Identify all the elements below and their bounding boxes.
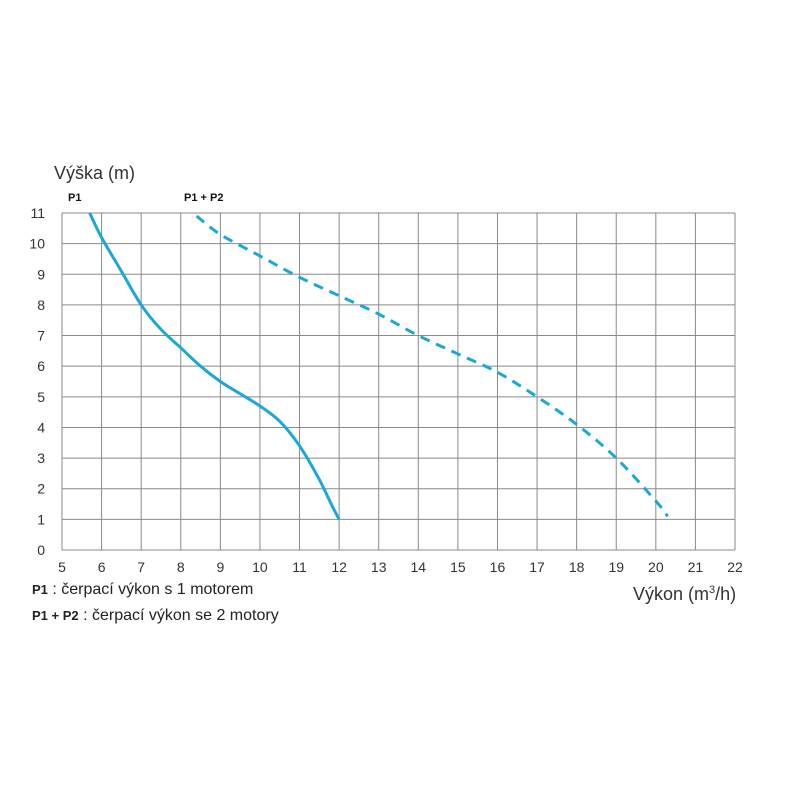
x-tick-label: 12 xyxy=(331,559,347,575)
x-tick-label: 13 xyxy=(371,559,387,575)
y-tick-label: 5 xyxy=(37,389,45,405)
x-axis-title: Výkon (m3/h) xyxy=(633,584,736,605)
x-tick-label: 20 xyxy=(648,559,664,575)
x-tick-labels: 5 6 7 8 9 10 11 12 13 14 15 16 17 18 19 20 21 22 xyxy=(58,559,743,575)
y-axis-title: Výška (m) xyxy=(54,163,135,183)
x-axis-title-prefix: Výkon (m xyxy=(633,584,710,604)
y-tick-label: 9 xyxy=(37,266,45,282)
x-tick-label: 15 xyxy=(450,559,466,575)
legend-p1: P1 : čerpací výkon s 1 motorem xyxy=(32,581,253,599)
legend-p1-p2-key: P1 + P2 xyxy=(32,608,79,623)
x-tick-label: 22 xyxy=(727,559,743,575)
y-tick-label: 1 xyxy=(37,511,45,527)
x-tick-label: 18 xyxy=(569,559,585,575)
y-tick-label: 2 xyxy=(37,481,45,497)
y-tick-label: 10 xyxy=(29,236,45,252)
x-tick-label: 6 xyxy=(98,559,106,575)
legend-p1-text: : čerpací výkon s 1 motorem xyxy=(47,581,254,598)
x-tick-label: 7 xyxy=(137,559,145,575)
x-tick-label: 16 xyxy=(490,559,506,575)
legend-p1-p2-text: : čerpací výkon se 2 motory xyxy=(78,607,279,624)
y-tick-label: 0 xyxy=(37,542,45,558)
series-line-p1-p2 xyxy=(195,214,669,518)
y-tick-label: 4 xyxy=(37,419,45,435)
series-tag-p1-p2: P1 + P2 xyxy=(184,192,223,204)
legend-p1-p2: P1 + P2 : čerpací výkon se 2 motory xyxy=(32,607,279,625)
y-tick-label: 11 xyxy=(30,205,45,221)
y-tick-label: 8 xyxy=(37,297,45,313)
x-axis-title-sup: 3 xyxy=(709,584,716,596)
legend-p1-key: P1 xyxy=(32,582,48,597)
y-tick-labels: 0 1 2 3 4 5 6 7 8 9 10 11 xyxy=(29,205,45,558)
x-axis-title-suffix: /h) xyxy=(715,584,737,604)
x-tick-label: 17 xyxy=(529,559,545,575)
x-tick-label: 19 xyxy=(608,559,624,575)
series-tag-p1: P1 xyxy=(68,192,81,204)
x-tick-label: 11 xyxy=(292,559,307,575)
y-tick-label: 6 xyxy=(37,358,45,374)
y-tick-label: 7 xyxy=(37,328,45,344)
y-tick-label: 3 xyxy=(37,450,45,466)
x-tick-label: 5 xyxy=(58,559,66,575)
x-tick-label: 8 xyxy=(177,559,185,575)
x-tick-label: 10 xyxy=(252,559,268,575)
series-line-p1 xyxy=(88,212,341,521)
x-tick-label: 14 xyxy=(411,559,427,575)
x-tick-label: 9 xyxy=(216,559,224,575)
x-tick-label: 21 xyxy=(688,559,704,575)
series-lines xyxy=(88,212,669,521)
grid xyxy=(61,212,736,551)
